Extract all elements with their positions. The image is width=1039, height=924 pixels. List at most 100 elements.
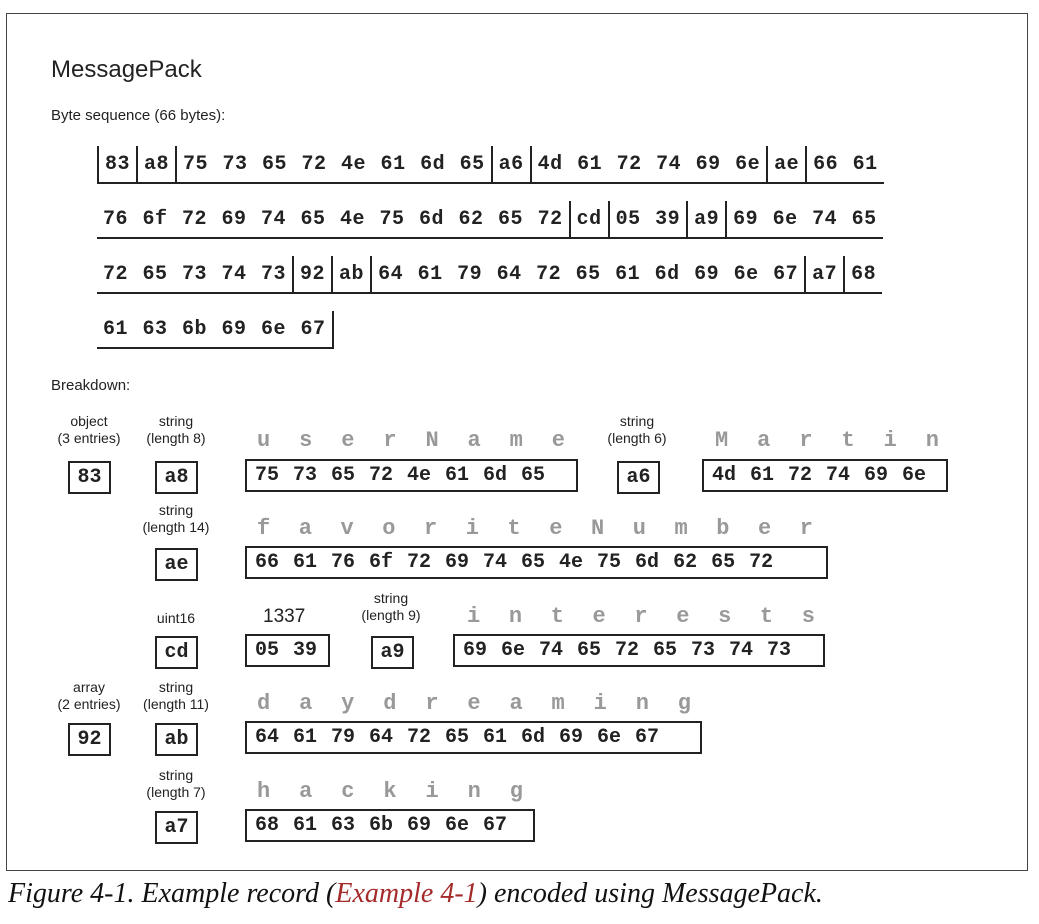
string-type-label: string (length 8) — [146, 413, 205, 447]
byte-sequence-label: Byte sequence (66 bytes): — [51, 107, 226, 124]
object-type-label: object (3 entries) — [57, 413, 120, 447]
string-type-label: string (length 14) — [143, 502, 210, 536]
figure-caption: Figure 4-1. Example record (Example 4-1)… — [8, 878, 823, 910]
bytes-box: 75 73 65 72 4e 61 6d 65 — [245, 459, 578, 492]
byte-segment: ae — [766, 146, 805, 182]
decoded-char: n — [925, 428, 939, 453]
decoded-char: n — [635, 691, 649, 716]
decoded-char: m — [551, 691, 565, 716]
label-line: (length 14) — [142, 519, 210, 535]
example-link[interactable]: Example 4-1 — [335, 878, 478, 909]
figure-title: MessagePack — [51, 56, 202, 83]
decoded-char: g — [677, 691, 691, 716]
decoded-char: t — [550, 604, 564, 629]
decoded-char: i — [467, 604, 481, 629]
decoded-char: t — [841, 428, 855, 453]
label-line: string — [158, 679, 194, 695]
decoded-char: s — [299, 428, 313, 453]
decoded-char: m — [674, 516, 688, 541]
uint16-prefix-box: cd — [155, 636, 198, 669]
bytes-box: 05 39 — [245, 634, 330, 667]
label-line: (length 7) — [146, 784, 206, 800]
string-prefix-box: a7 — [155, 811, 198, 844]
bytes-box: 69 6e 74 65 72 65 73 74 73 — [453, 634, 825, 667]
byte-segment: 05 39 — [607, 201, 687, 237]
decoded-char: a — [299, 779, 313, 804]
byte-segment: 72 65 73 74 73 — [103, 262, 287, 286]
label-line: (2 entries) — [57, 696, 121, 712]
bytes-box: 4d 61 72 74 69 6e — [702, 459, 948, 492]
byte-segment: 69 6e 74 65 — [725, 201, 883, 237]
byte-segment: a7 — [804, 256, 843, 292]
label-line: array — [73, 679, 105, 695]
decoded-char: r — [799, 516, 813, 541]
label-line: string — [373, 590, 409, 606]
string-prefix-box: ab — [155, 723, 198, 756]
array-type-label: array (2 entries) — [57, 679, 120, 713]
label-line: (length 6) — [607, 430, 667, 446]
decoded-char: N — [425, 428, 439, 453]
decoded-char: t — [507, 516, 521, 541]
decoded-char: i — [465, 516, 479, 541]
decoded-char: e — [676, 604, 690, 629]
string-type-label: string (length 7) — [146, 767, 205, 801]
label-line: (length 8) — [146, 430, 206, 446]
decoded-char: n — [467, 779, 481, 804]
decoded-char: r — [634, 604, 648, 629]
decoded-char: s — [801, 604, 815, 629]
bytes-box: 66 61 76 6f 72 69 74 65 4e 75 6d 62 65 7… — [245, 546, 828, 579]
decoded-char: i — [593, 691, 607, 716]
decoded-char: r — [383, 428, 397, 453]
uint16-type-label: uint16 — [157, 610, 195, 627]
decoded-char: i — [883, 428, 897, 453]
breakdown-label: Breakdown: — [51, 377, 131, 394]
decoded-char: s — [718, 604, 732, 629]
byte-segment: 4d 61 72 74 69 6e — [529, 146, 767, 182]
decoded-char: c — [341, 779, 355, 804]
decoded-char: h — [257, 779, 271, 804]
decoded-char: m — [509, 428, 523, 453]
decoded-char: r — [424, 516, 438, 541]
decoded-char: a — [509, 691, 523, 716]
string-prefix-box: a8 — [155, 461, 198, 494]
byte-row-2: 76 6f 72 69 74 65 4e 75 6d 62 65 72 cd 0… — [97, 201, 883, 239]
decoded-char: M — [715, 428, 729, 453]
byte-row-1: 83 a8 75 73 65 72 4e 61 6d 65 a6 4d 61 7… — [97, 146, 884, 184]
decoded-char: a — [467, 428, 481, 453]
caption-suffix: ) encoded using MessagePack. — [477, 878, 823, 909]
decoded-char: e — [341, 428, 355, 453]
array-prefix-box: 92 — [68, 723, 111, 756]
byte-segment: 68 — [843, 256, 882, 292]
decoded-char: e — [549, 516, 563, 541]
label-line: object — [70, 413, 108, 429]
decoded-char: o — [382, 516, 396, 541]
decoded-char: a — [757, 428, 771, 453]
label-line: string — [619, 413, 655, 429]
decoded-char: r — [425, 691, 439, 716]
decoded-char: v — [340, 516, 354, 541]
caption-prefix: Figure 4-1. Example record ( — [8, 878, 336, 909]
decoded-char: n — [508, 604, 523, 629]
decoded-char: u — [632, 516, 646, 541]
byte-segment: a9 — [686, 201, 725, 237]
decoded-char: e — [758, 516, 772, 541]
string-prefix-box: a6 — [617, 461, 660, 494]
string-type-label: string (length 6) — [607, 413, 666, 447]
byte-row-4: 61 63 6b 69 6e 67 — [97, 311, 334, 349]
bytes-box: 68 61 63 6b 69 6e 67 — [245, 809, 535, 842]
byte-segment: cd — [568, 201, 608, 237]
string-type-label: string (length 9) — [361, 590, 420, 624]
decoded-char: i — [425, 779, 439, 804]
byte-segment: 76 6f 72 69 74 65 4e 75 6d 62 65 72 — [103, 207, 563, 231]
uint16-value: 1337 — [263, 606, 306, 627]
byte-row-3: 72 65 73 74 73 92 ab 64 61 79 64 72 65 6… — [97, 256, 883, 294]
decoded-char: N — [591, 516, 605, 541]
decoded-char: t — [759, 604, 774, 629]
decoded-char: e — [467, 691, 481, 716]
byte-segment: a6 — [490, 146, 530, 182]
